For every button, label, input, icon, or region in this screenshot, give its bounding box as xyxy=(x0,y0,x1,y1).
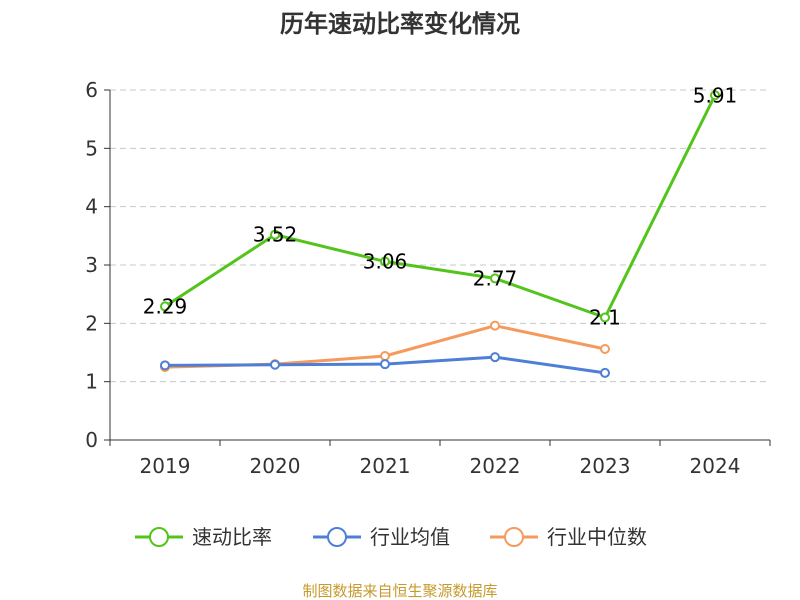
y-tick-label: 2 xyxy=(85,311,98,335)
legend: 速动比率 行业均值 行业中位数 xyxy=(135,525,647,549)
legend-item[interactable]: 行业中位数 xyxy=(490,525,647,549)
data-point xyxy=(600,367,610,378)
data-label: 2.77 xyxy=(473,266,518,290)
data-label: 5.91 xyxy=(693,83,738,107)
data-label: 3.06 xyxy=(363,250,408,274)
legend-label: 速动比率 xyxy=(192,525,272,549)
legend-marker xyxy=(149,527,169,547)
y-tick-label: 0 xyxy=(85,428,98,452)
data-point xyxy=(160,301,170,312)
data-point xyxy=(490,320,500,331)
x-tick-label: 2021 xyxy=(360,454,411,478)
source-note: 制图数据来自恒生聚源数据库 xyxy=(302,582,497,600)
legend-item[interactable]: 行业均值 xyxy=(313,525,450,549)
data-point xyxy=(600,344,610,354)
data-point xyxy=(600,312,610,323)
legend-marker xyxy=(504,527,524,547)
legend-label: 行业中位数 xyxy=(547,525,647,549)
data-point xyxy=(380,351,390,361)
legend-label: 行业均值 xyxy=(370,525,450,549)
x-tick-label: 2019 xyxy=(140,454,191,478)
y-tick-label: 5 xyxy=(85,136,98,160)
legend-marker xyxy=(327,527,347,547)
y-ticks: 0 1 2 3 4 5 6 xyxy=(85,78,110,452)
chart-title: 历年速动比率变化情况 xyxy=(280,10,520,38)
data-point xyxy=(380,256,390,267)
data-point xyxy=(490,352,500,363)
x-tick-label: 2023 xyxy=(580,454,631,478)
y-tick-label: 6 xyxy=(85,78,98,102)
data-point xyxy=(160,360,170,371)
data-label: 3.52 xyxy=(253,223,298,247)
data-labels: 2.29 3.52 3.06 2.77 2.1 5.91 xyxy=(143,83,738,329)
data-point xyxy=(490,273,500,284)
data-point xyxy=(270,229,280,240)
data-point xyxy=(270,359,280,370)
data-point xyxy=(380,359,390,370)
y-tick-label: 1 xyxy=(85,370,98,394)
data-label: 2.1 xyxy=(589,306,621,330)
series-line xyxy=(164,94,717,319)
series-group xyxy=(160,90,720,378)
data-label: 2.29 xyxy=(143,294,188,318)
legend-item[interactable]: 速动比率 xyxy=(135,525,272,549)
x-tick-label: 2024 xyxy=(690,454,741,478)
x-tick-label: 2020 xyxy=(250,454,301,478)
y-tick-label: 4 xyxy=(85,195,98,219)
x-tick-label: 2022 xyxy=(470,454,521,478)
x-ticks: 2019 2020 2021 2022 2023 2024 xyxy=(109,440,771,478)
grid xyxy=(110,89,770,383)
y-tick-label: 3 xyxy=(85,253,98,277)
data-point xyxy=(710,90,720,101)
